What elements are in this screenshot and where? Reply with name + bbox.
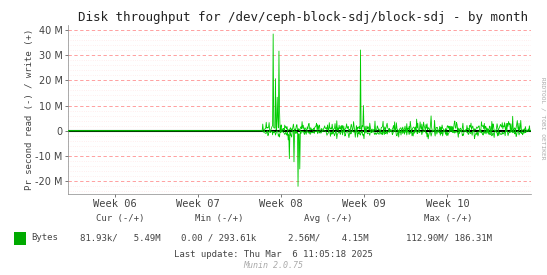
Text: 0.00 / 293.61k: 0.00 / 293.61k bbox=[181, 233, 257, 242]
Text: Max (-/+): Max (-/+) bbox=[424, 214, 473, 223]
Text: 2.56M/    4.15M: 2.56M/ 4.15M bbox=[288, 233, 369, 242]
Text: 112.90M/ 186.31M: 112.90M/ 186.31M bbox=[405, 233, 492, 242]
Text: Last update: Thu Mar  6 11:05:18 2025: Last update: Thu Mar 6 11:05:18 2025 bbox=[174, 250, 373, 259]
Text: Munin 2.0.75: Munin 2.0.75 bbox=[243, 261, 304, 270]
Text: Disk throughput for /dev/ceph-block-sdj/block-sdj - by month: Disk throughput for /dev/ceph-block-sdj/… bbox=[78, 10, 528, 24]
Text: 81.93k/   5.49M: 81.93k/ 5.49M bbox=[80, 233, 161, 242]
Y-axis label: Pr second read (-) / write (+): Pr second read (-) / write (+) bbox=[25, 29, 34, 190]
Text: Cur (-/+): Cur (-/+) bbox=[96, 214, 144, 223]
Text: Bytes: Bytes bbox=[31, 233, 58, 242]
Text: Avg (-/+): Avg (-/+) bbox=[304, 214, 352, 223]
Text: RRDTOOL / TOBI OETIKER: RRDTOOL / TOBI OETIKER bbox=[541, 77, 546, 160]
Text: Min (-/+): Min (-/+) bbox=[195, 214, 243, 223]
